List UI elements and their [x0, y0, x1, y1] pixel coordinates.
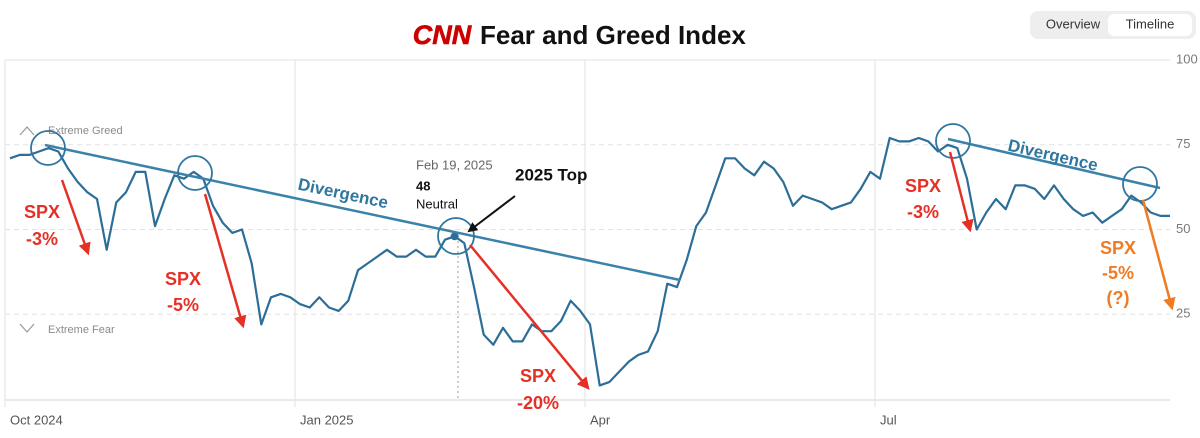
highlight-circle — [30, 130, 66, 166]
x-tick-label: Jul — [880, 412, 897, 427]
chevron-down — [19, 323, 35, 333]
tooltip-box — [403, 152, 493, 218]
chevron-up — [19, 126, 35, 136]
divergence-label: Divergence — [296, 175, 390, 213]
y-tick-label: 100 — [1176, 51, 1198, 66]
tooltip-value: 48 — [416, 178, 430, 193]
arrow — [60, 179, 91, 256]
divergence-line — [947, 137, 1161, 190]
zone-label: Extreme Fear — [48, 324, 115, 336]
arrow — [203, 193, 247, 329]
annotation: 2025 Top — [515, 165, 587, 184]
tab[interactable]: Overview — [1046, 16, 1101, 31]
annotation: SPX — [165, 269, 201, 289]
tab-group: Overview Timeline — [1030, 11, 1196, 39]
annotation: SPX — [520, 366, 556, 386]
divergence-label: Divergence — [1006, 136, 1100, 175]
annotation: SPX — [1100, 238, 1136, 258]
highlight-circle — [437, 217, 475, 255]
highlight-circle — [935, 123, 971, 159]
hover-point — [450, 232, 459, 241]
highlight-circle — [1122, 166, 1158, 202]
tab[interactable]: Timeline — [1126, 16, 1175, 31]
tooltip-rating: Neutral — [416, 196, 458, 211]
y-tick-label: 75 — [1176, 136, 1190, 151]
tooltip-date: Feb 19, 2025 — [416, 157, 493, 172]
annotation: (?) — [1107, 288, 1130, 308]
tab-active[interactable] — [1108, 14, 1192, 36]
arrow — [469, 244, 590, 390]
logo: CNN — [413, 20, 472, 50]
chart-title: Fear and Greed Index — [480, 20, 746, 50]
annotation: -3% — [26, 229, 58, 249]
annotation: -3% — [907, 202, 939, 222]
arrow — [467, 195, 516, 233]
y-tick-label: 50 — [1176, 221, 1190, 236]
x-tick-label: Jan 2025 — [300, 412, 354, 427]
annotation: SPX — [24, 202, 60, 222]
annotation: -5% — [167, 295, 199, 315]
annotation: -5% — [1102, 263, 1134, 283]
highlight-circle — [177, 155, 213, 191]
y-tick-label: 25 — [1176, 306, 1190, 321]
zone-label: Extreme Greed — [48, 125, 123, 137]
annotation: -20% — [517, 393, 559, 413]
divergence-line — [44, 143, 681, 282]
x-tick-label: Oct 2024 — [10, 412, 63, 427]
annotation: SPX — [905, 176, 941, 196]
arrow — [948, 151, 974, 233]
x-tick-label: Apr — [590, 412, 611, 427]
arrow — [1141, 199, 1176, 311]
